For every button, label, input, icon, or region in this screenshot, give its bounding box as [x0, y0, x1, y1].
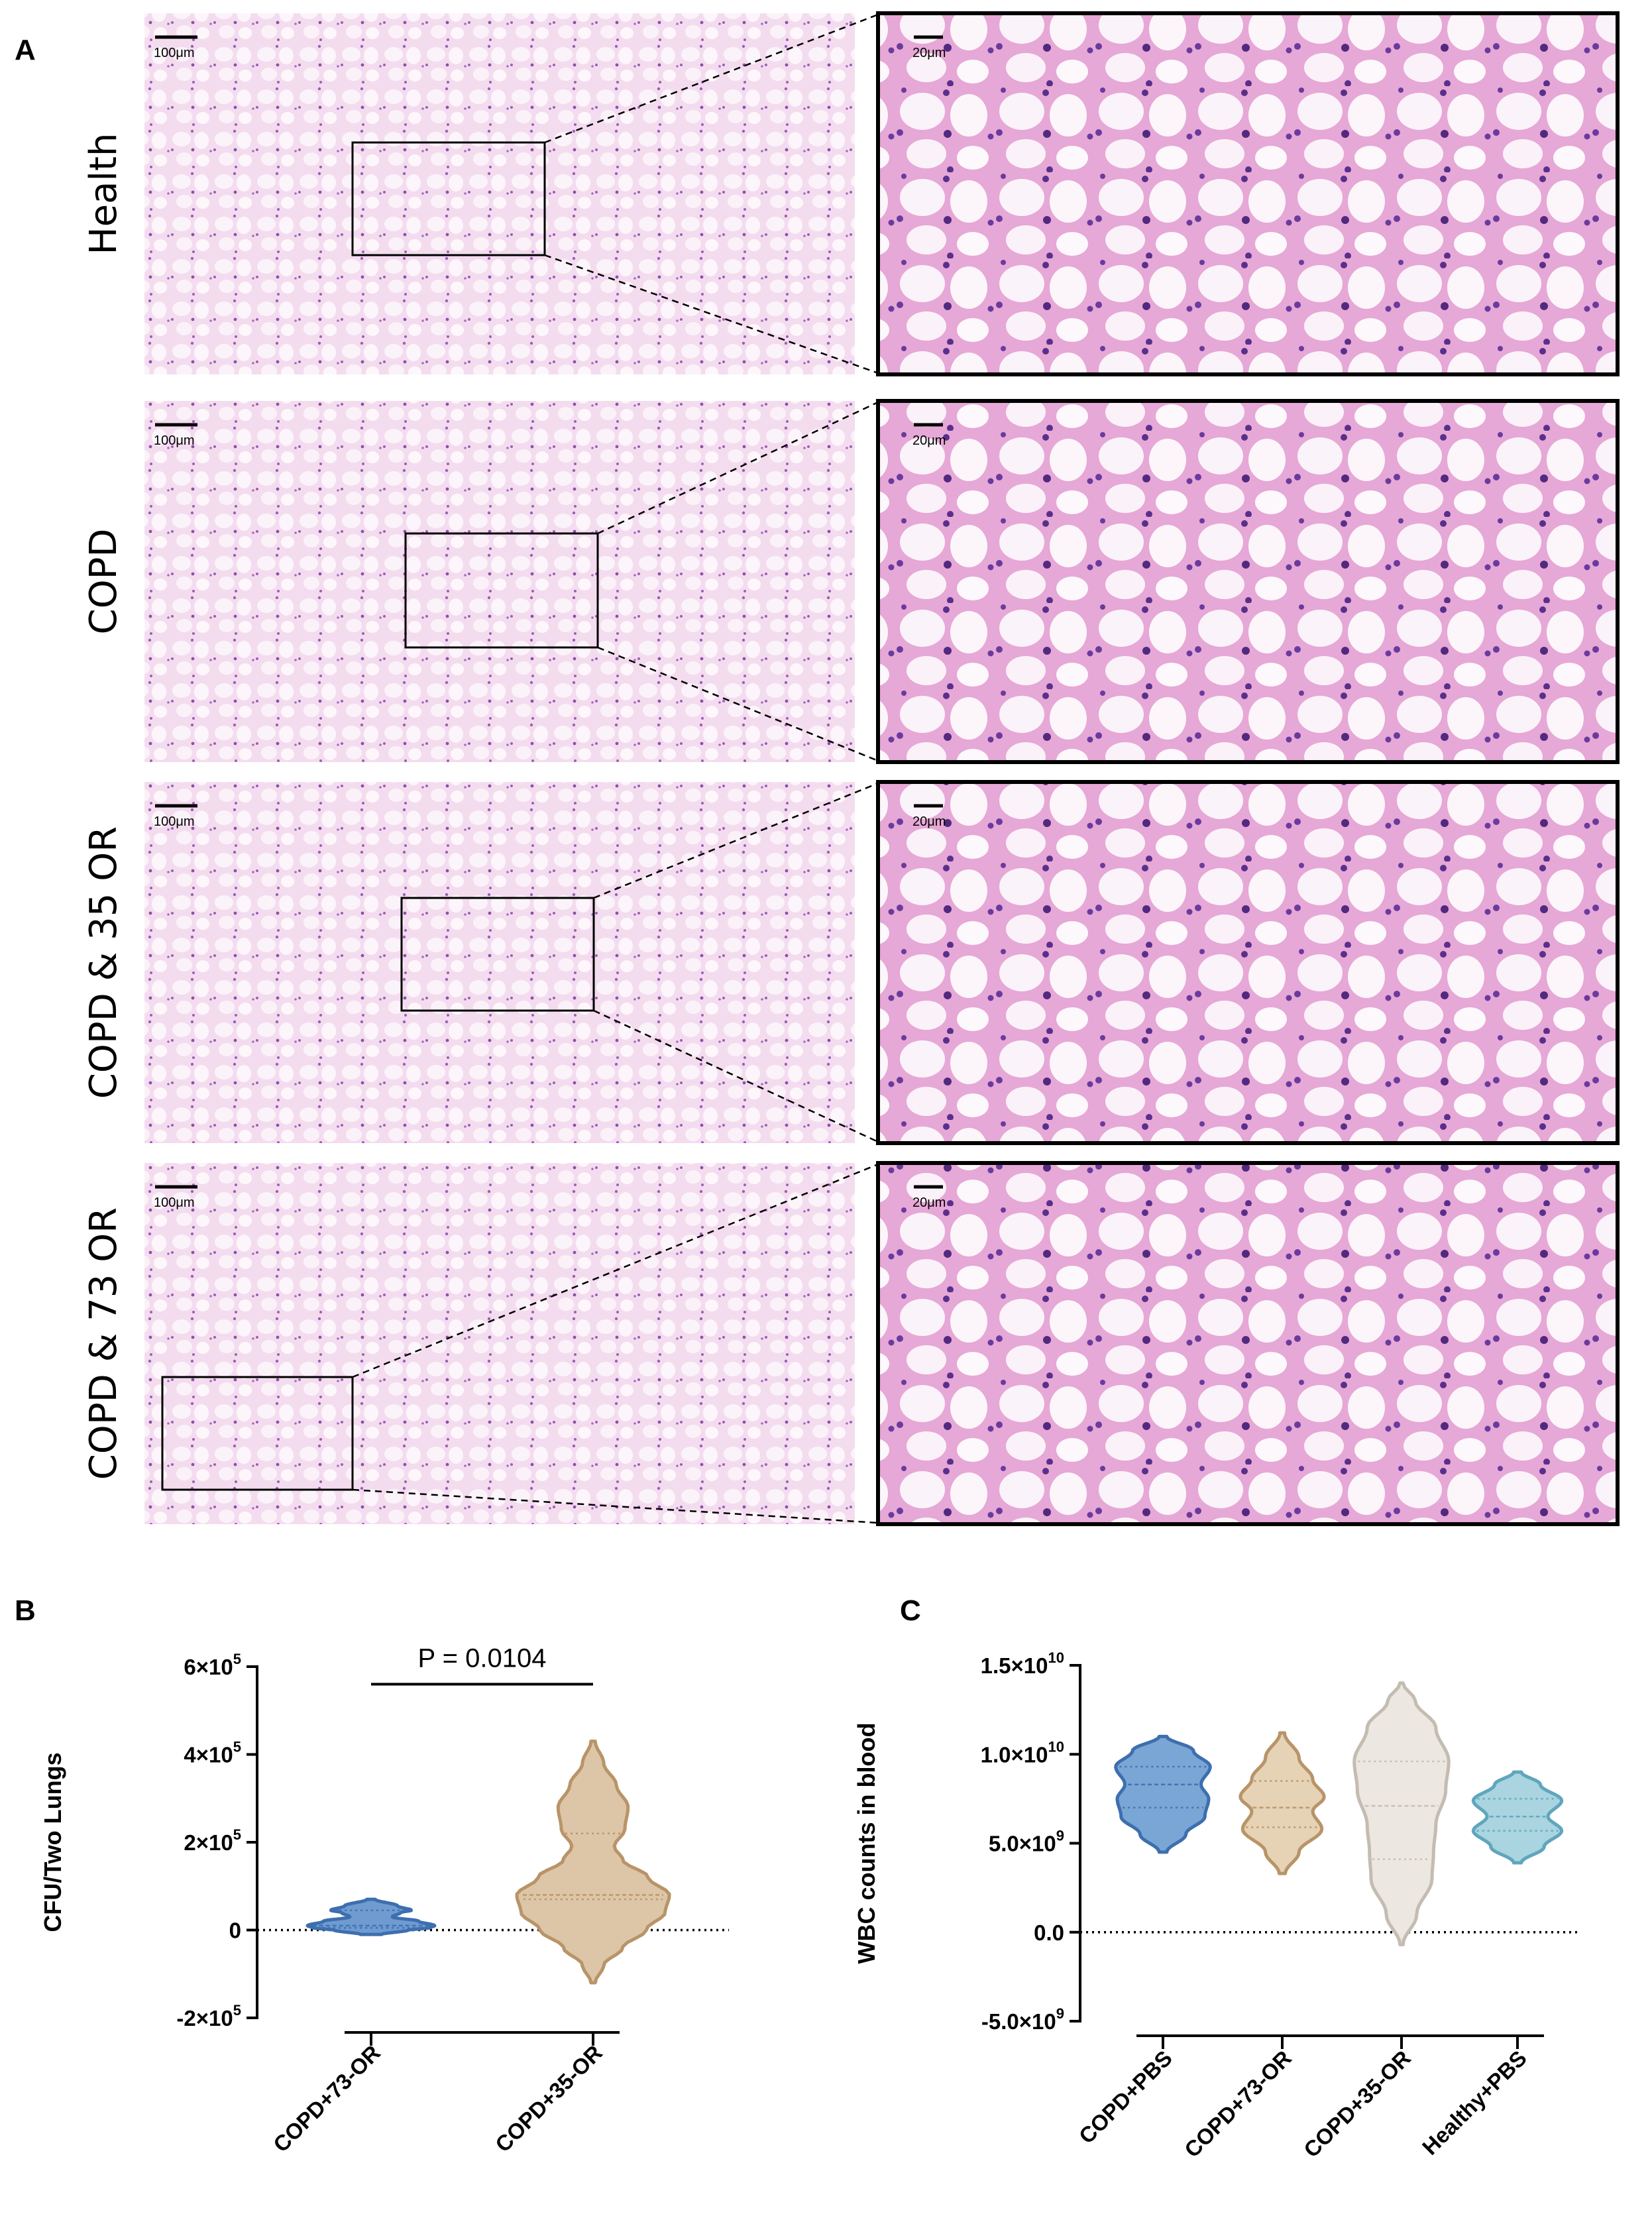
high-mag-image — [878, 782, 1618, 1143]
violin-body — [515, 1740, 671, 1985]
low-mag-image — [144, 13, 855, 374]
tick-mantissa: 0 — [229, 1918, 241, 1943]
x-category-label: COPD+35-OR — [1299, 2046, 1415, 2162]
low-mag-image — [144, 782, 855, 1143]
connector-line-bottom — [544, 254, 879, 374]
scale-label-right: 20μm — [912, 46, 946, 60]
scale-label-right: 20μm — [912, 1195, 946, 1210]
high-mag-image — [878, 401, 1618, 762]
zoom-region-box — [404, 532, 599, 649]
violin-body — [1352, 1681, 1451, 1946]
connector-line-top — [593, 782, 879, 899]
row-label: COPD — [82, 528, 125, 634]
scale-label-right: 20μm — [912, 433, 946, 448]
histology-row: Health 100μm 20μm — [82, 11, 1620, 376]
panel-letter: B — [15, 1594, 36, 1627]
zoom-region-box — [351, 141, 546, 256]
tick-mantissa: -2×10 — [176, 2006, 233, 2030]
high-mag-frame — [876, 780, 1620, 1145]
y-tick-label: 0 — [229, 1918, 241, 1943]
histology-row: COPD & 73 OR 100μm 20μm — [82, 1161, 1620, 1526]
y-tick-label: 0.0 — [1034, 1920, 1064, 1945]
scale-label-right: 20μm — [912, 814, 946, 829]
y-tick-label: 1.0×1010 — [981, 1738, 1064, 1767]
histology-row: COPD & 35 OR 100μm 20μm — [82, 780, 1620, 1145]
tick-mantissa: 4×10 — [184, 1743, 233, 1767]
y-tick-label: -2×105 — [176, 2002, 241, 2030]
tick-mantissa: 1.0×10 — [981, 1742, 1048, 1767]
connector-line-bottom — [593, 1009, 879, 1143]
x-category-label: COPD+73-OR — [268, 2040, 385, 2157]
tick-mantissa: 1.5×10 — [981, 1653, 1048, 1678]
y-tick-label: 6×105 — [184, 1651, 241, 1679]
x-category-label: COPD+73-OR — [1180, 2046, 1296, 2162]
tick-exponent: 10 — [1048, 1738, 1064, 1755]
low-mag-image — [144, 1163, 855, 1524]
tick-mantissa: -5.0×10 — [981, 2009, 1056, 2034]
violin-1: COPD+35-OR — [490, 1740, 671, 2157]
violin-3: Healthy+PBS — [1417, 1770, 1564, 2160]
tick-exponent: 9 — [1056, 1828, 1064, 1844]
scale-label-left: 100μm — [154, 1195, 195, 1210]
high-mag-frame — [876, 1161, 1620, 1526]
violin-body — [1239, 1731, 1326, 1875]
row-label: Health — [82, 133, 125, 255]
y-tick-label: 1.5×1010 — [981, 1649, 1064, 1678]
tick-mantissa: 6×10 — [184, 1655, 233, 1679]
y-tick-label: 2×105 — [184, 1826, 241, 1855]
high-mag-frame — [876, 11, 1620, 376]
tick-exponent: 5 — [233, 1739, 241, 1755]
violin-0: COPD+73-OR — [268, 1897, 437, 2157]
zoom-region-box — [400, 897, 595, 1012]
low-mag-image — [144, 401, 855, 762]
x-category-label: Healthy+PBS — [1417, 2046, 1531, 2160]
connector-line-top — [544, 13, 879, 144]
connector-line-top — [597, 401, 879, 535]
scale-label-left: 100μm — [154, 433, 195, 448]
violin-body — [305, 1897, 437, 1936]
tick-exponent: 9 — [1056, 2005, 1064, 2022]
violin-body — [1114, 1734, 1212, 1854]
x-category-label: COPD+PBS — [1074, 2046, 1177, 2148]
y-tick-label: -5.0×109 — [981, 2005, 1064, 2034]
p-value-label: P = 0.0104 — [418, 1644, 547, 1673]
y-tick-label: 4×105 — [184, 1739, 241, 1767]
zoom-region-box — [161, 1376, 354, 1491]
scale-label-left: 100μm — [154, 46, 195, 60]
high-mag-frame — [876, 399, 1620, 764]
tick-exponent: 10 — [1048, 1649, 1064, 1666]
y-axis-title: CFU/Two Lungs — [39, 1752, 66, 1932]
high-mag-image — [878, 13, 1618, 374]
y-axis-title: WBC counts in blood — [853, 1723, 880, 1964]
x-category-label: COPD+35-OR — [490, 2040, 607, 2157]
panel-a-letter: A — [15, 34, 36, 66]
connector-line-bottom — [352, 1488, 879, 1524]
tick-mantissa: 2×10 — [184, 1830, 233, 1855]
histology-row: COPD 100μm 20μm — [82, 399, 1620, 764]
row-label: COPD & 73 OR — [82, 1207, 125, 1480]
connector-line-bottom — [597, 646, 879, 762]
panel-letter: C — [900, 1594, 921, 1627]
tick-exponent: 5 — [233, 1651, 241, 1667]
tick-exponent: 5 — [233, 1826, 241, 1843]
violin-0: COPD+PBS — [1074, 1734, 1212, 2148]
high-mag-image — [878, 1163, 1618, 1524]
y-tick-label: 5.0×109 — [989, 1828, 1064, 1856]
tick-mantissa: 0.0 — [1034, 1920, 1064, 1945]
row-label: COPD & 35 OR — [82, 826, 125, 1099]
violin-body — [1471, 1770, 1564, 1865]
tick-exponent: 5 — [233, 2002, 241, 2019]
tick-mantissa: 5.0×10 — [989, 1832, 1056, 1856]
violin-2: COPD+35-OR — [1299, 1681, 1451, 2162]
connector-line-top — [352, 1163, 879, 1378]
scale-label-left: 100μm — [154, 814, 195, 829]
